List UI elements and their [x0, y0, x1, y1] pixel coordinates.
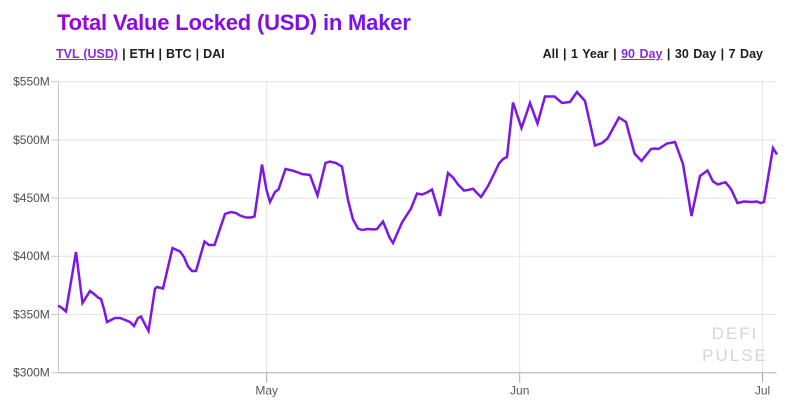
svg-text:Jul: Jul — [755, 384, 770, 398]
svg-text:$350M: $350M — [13, 307, 50, 321]
svg-text:$550M: $550M — [13, 75, 50, 89]
svg-text:$300M: $300M — [13, 366, 50, 380]
svg-text:$500M: $500M — [13, 133, 50, 147]
svg-text:$450M: $450M — [13, 191, 50, 205]
svg-text:$400M: $400M — [13, 249, 50, 263]
svg-text:Jun: Jun — [510, 384, 529, 398]
svg-text:DEFI: DEFI — [712, 324, 759, 343]
svg-text:PULSE: PULSE — [702, 346, 768, 365]
svg-text:May: May — [255, 384, 278, 398]
